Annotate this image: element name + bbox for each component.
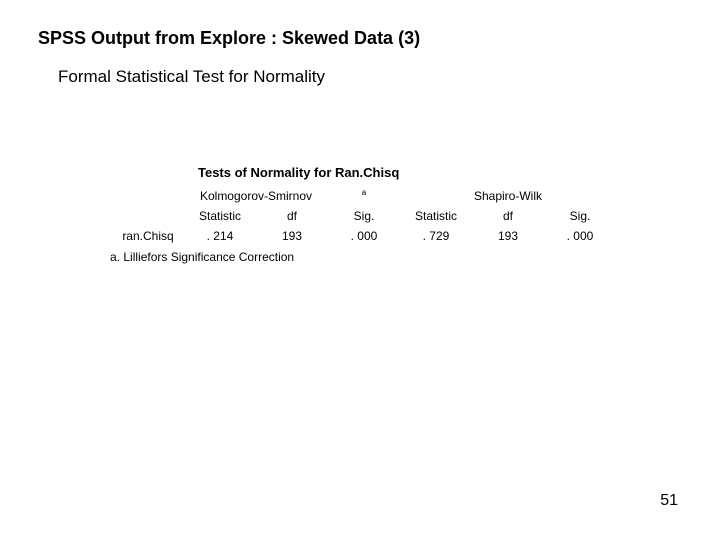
slide-subtitle: Formal Statistical Test for Normality bbox=[58, 67, 690, 87]
group-header-sw: Shapiro-Wilk bbox=[400, 186, 616, 206]
page-number: 51 bbox=[660, 492, 678, 510]
table-footnote: a. Lilliefors Significance Correction bbox=[110, 250, 690, 264]
footnote-text: Lilliefors Significance Correction bbox=[123, 250, 294, 264]
h-sw-df: df bbox=[472, 206, 544, 226]
table-row: ran.Chisq . 214 193 . 000 . 729 193 . 00… bbox=[112, 226, 616, 246]
h-ks-sig: Sig. bbox=[328, 206, 400, 226]
table-caption: Tests of Normality for Ran.Chisq bbox=[198, 165, 690, 180]
group-header-ks: Kolmogorov-Smirnov bbox=[184, 186, 328, 206]
normality-table-wrap: Tests of Normality for Ran.Chisq Kolmogo… bbox=[112, 165, 690, 264]
h-ks-df: df bbox=[256, 206, 328, 226]
ks-stat: . 214 bbox=[184, 226, 256, 246]
blank-corner bbox=[112, 186, 184, 206]
h-ks-stat: Statistic bbox=[184, 206, 256, 226]
group-ks-sup: a bbox=[328, 186, 400, 206]
slide-title: SPSS Output from Explore : Skewed Data (… bbox=[38, 28, 690, 49]
ks-sig: . 000 bbox=[328, 226, 400, 246]
ks-df: 193 bbox=[256, 226, 328, 246]
sw-stat: . 729 bbox=[400, 226, 472, 246]
row-label: ran.Chisq bbox=[112, 226, 184, 246]
h-sw-sig: Sig. bbox=[544, 206, 616, 226]
footnote-marker: a. bbox=[110, 250, 120, 264]
blank-rowhead bbox=[112, 206, 184, 226]
h-sw-stat: Statistic bbox=[400, 206, 472, 226]
group-ks-label: Kolmogorov-Smirnov bbox=[200, 189, 312, 203]
normality-table: Kolmogorov-Smirnov a Shapiro-Wilk Statis… bbox=[112, 186, 616, 246]
sw-sig: . 000 bbox=[544, 226, 616, 246]
sw-df: 193 bbox=[472, 226, 544, 246]
